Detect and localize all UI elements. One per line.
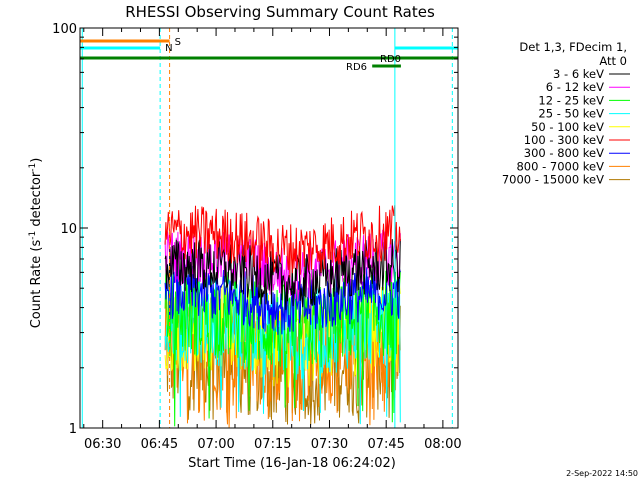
legend-label-50-100: 50 - 100 keV	[531, 120, 604, 134]
legend-label-100-300: 100 - 300 keV	[524, 133, 604, 147]
legend-label-6-12: 6 - 12 keV	[546, 80, 604, 94]
legend-label-3-6: 3 - 6 keV	[553, 67, 604, 81]
data-layer	[164, 205, 401, 428]
x-tick-label-0715: 07:15	[254, 437, 291, 452]
x-tick-label-0630: 06:30	[84, 437, 121, 452]
y-axis-label-sup2: -1	[28, 163, 38, 172]
y-tick-label-10: 10	[60, 222, 77, 237]
rd0-label: RD0	[380, 54, 401, 65]
legend-label-300-800: 300 - 800 keV	[524, 146, 604, 160]
x-tick-label-0745: 07:45	[367, 437, 404, 452]
y-axis-label-part1: Count Rate (s	[29, 240, 44, 329]
rd6-label: RD6	[346, 62, 367, 73]
x-tick-label-0645: 06:45	[141, 437, 178, 452]
series-trace-300-800	[164, 264, 401, 335]
axis-layer: 06:30 06:45 07:00 07:15 07:30 07:45 08:00 1 10 10…	[52, 22, 461, 452]
saa-label: S	[175, 37, 181, 48]
night-label: N	[165, 43, 172, 54]
legend-label-7000-15000: 7000 - 15000 keV	[502, 173, 604, 187]
footer-date: 2-Sep-2022 14:50	[566, 469, 638, 478]
legend-header-line2: Att 0	[599, 54, 627, 68]
y-axis-label-sup1: -1	[28, 231, 38, 240]
chart-title: RHESSI Observing Summary Count Rates	[125, 3, 435, 21]
legend-label-800-7000: 800 - 7000 keV	[516, 159, 604, 173]
x-axis-label: Start Time (16-Jan-18 06:24:02)	[188, 456, 396, 471]
y-axis-label-part2: detector	[29, 171, 44, 231]
x-tick-label-0730: 07:30	[311, 437, 348, 452]
x-tick-label-0800: 08:00	[424, 437, 461, 452]
legend-header-line1: Det 1,3, FDecim 1,	[519, 40, 627, 54]
y-axis-label-part3: )	[29, 158, 44, 163]
series-trace-3-6	[164, 238, 401, 310]
y-axis-label: Count Rate (s-1 detector-1)	[28, 158, 44, 329]
legend-label-12-25: 12 - 25 keV	[538, 93, 604, 107]
x-tick-label-0700: 07:00	[197, 437, 234, 452]
series-trace-100-300	[164, 205, 401, 278]
y-tick-label-100: 100	[52, 22, 77, 37]
legend-label-25-50: 25 - 50 keV	[538, 107, 604, 121]
y-tick-label-1: 1	[69, 422, 77, 437]
